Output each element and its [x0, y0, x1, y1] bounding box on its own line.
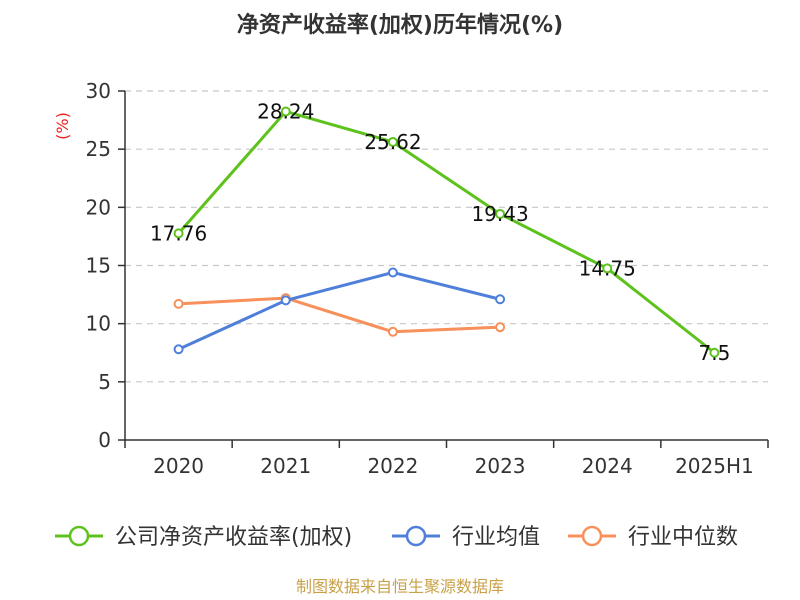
legend-item-0[interactable]: 公司净资产收益率(加权)	[55, 525, 352, 550]
data-point-1-2022[interactable]	[387, 267, 398, 278]
legend-swatch-marker-0	[68, 525, 90, 547]
x-tick-label-2022: 2022	[367, 454, 418, 478]
data-point-0-2020[interactable]	[173, 228, 184, 239]
series-0: 17.76 28.24 25.62 19.43 14.75 7.5	[150, 99, 730, 364]
y-tick-label-5: 5	[98, 370, 111, 394]
y-tick-label-20: 20	[86, 195, 111, 219]
legend-item-2[interactable]: 行业中位数	[568, 525, 738, 550]
data-label-0-2022: 25.62	[364, 130, 421, 154]
legend-label-1: 行业均值	[452, 525, 540, 550]
x-tick-label-2025H1: 2025H1	[675, 454, 754, 478]
x-tick-label-2020: 2020	[153, 454, 204, 478]
legend-label-2: 行业中位数	[628, 525, 738, 550]
data-point-1-2020[interactable]	[173, 344, 184, 355]
data-point-0-2021[interactable]	[280, 106, 291, 117]
axes: 0 5 10 15 20 25 30 2020 2021 2022 2023 2024 2025H1	[86, 79, 769, 478]
data-point-0-2025H1[interactable]	[709, 347, 720, 358]
data-point-1-2023[interactable]	[495, 294, 506, 305]
legend[interactable]: 公司净资产收益率(加权) 行业均值 行业中位数	[55, 525, 738, 550]
x-tick-label-2021: 2021	[260, 454, 311, 478]
legend-swatch-marker-1	[405, 525, 427, 547]
data-point-2-2022[interactable]	[387, 326, 398, 337]
series-line-2	[178, 296, 501, 334]
data-point-1-2021[interactable]	[280, 295, 291, 306]
legend-label-0: 公司净资产收益率(加权)	[115, 525, 352, 550]
series-group: 17.76 28.24 25.62 19.43 14.75 7.5	[150, 99, 730, 364]
series-line-0	[177, 109, 716, 354]
series-1	[173, 267, 506, 355]
y-tick-label-30: 30	[86, 79, 111, 103]
legend-swatch-marker-2	[581, 525, 603, 547]
x-tick-label-2023: 2023	[475, 454, 526, 478]
y-tick-label-25: 25	[86, 137, 111, 161]
data-point-2-2023[interactable]	[495, 322, 506, 333]
data-point-2-2020[interactable]	[173, 298, 184, 309]
data-label-0-2021: 28.24	[257, 99, 314, 123]
data-point-0-2023[interactable]	[495, 208, 506, 219]
y-tick-label-15: 15	[86, 254, 111, 278]
grid-lines	[125, 90, 768, 383]
data-label-0-2023: 19.43	[471, 202, 528, 226]
y-tick-label-10: 10	[86, 312, 111, 336]
y-axis-label: (%)	[53, 112, 72, 140]
series-line-1	[177, 270, 501, 351]
data-label-0-2020: 17.76	[150, 221, 207, 245]
chart-title: 净资产收益率(加权)历年情况(%)	[237, 12, 563, 38]
legend-item-1[interactable]: 行业均值	[392, 525, 540, 550]
x-tick-label-2024: 2024	[582, 454, 633, 478]
data-label-0-2025H1: 7.5	[699, 341, 731, 365]
data-point-0-2022[interactable]	[387, 136, 398, 147]
data-source-note: 制图数据来自恒生聚源数据库	[296, 577, 504, 596]
y-tick-label-0: 0	[98, 428, 111, 452]
data-label-0-2024: 14.75	[579, 256, 636, 280]
data-point-0-2024[interactable]	[602, 263, 613, 274]
